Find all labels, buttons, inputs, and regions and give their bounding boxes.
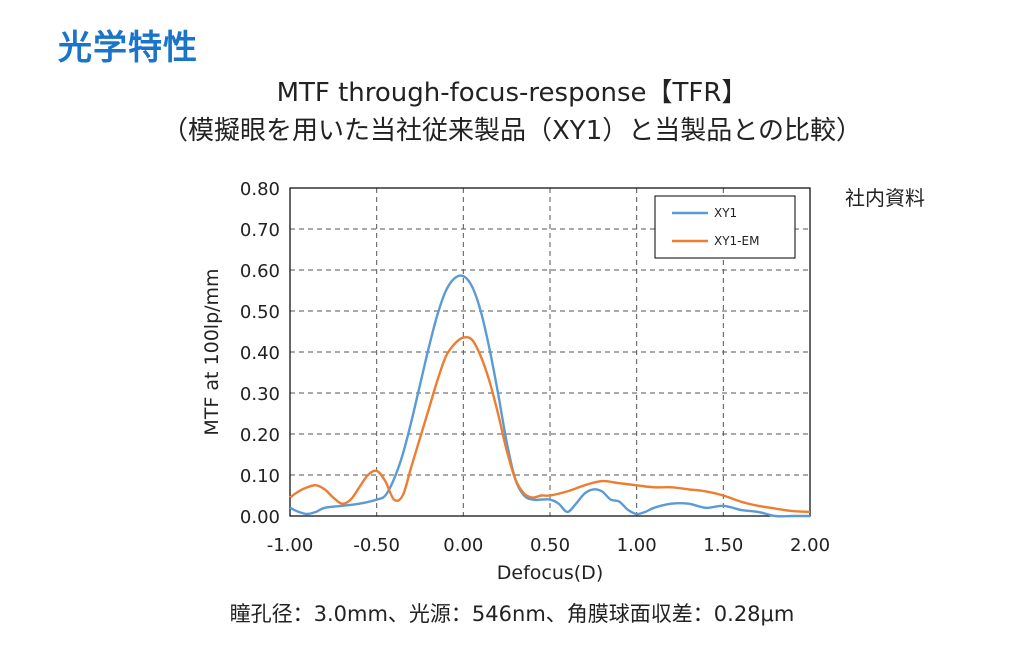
legend-label: XY1 [714, 206, 737, 220]
x-tick-labels: -1.00 -0.50 0.00 0.50 1.00 1.50 2.00 [267, 535, 830, 556]
measurement-conditions: 瞳孔径：3.0mm、光源：546nm、角膜球面収差：0.28μm [229, 602, 795, 626]
series-line-xy1-em [289, 335, 811, 514]
y-tick-label: 0.60 [240, 261, 280, 282]
legend-label: XY1-EM [714, 234, 759, 248]
x-tick-label: -1.00 [267, 535, 314, 556]
section-title: 光学特性 [58, 28, 198, 68]
y-axis-label: MTF at 100lp/mm [201, 268, 223, 435]
series-line-xy1 [289, 274, 810, 518]
x-tick-label: -0.50 [353, 535, 400, 556]
chart-title: MTF through-focus-response【TFR】 [276, 78, 748, 108]
y-tick-label: 0.50 [240, 302, 280, 323]
y-tick-label: 0.20 [240, 425, 280, 446]
x-tick-label: 1.50 [703, 535, 743, 556]
y-tick-labels: 0.00 0.10 0.20 0.30 0.40 0.50 0.60 0.70 0.80 [240, 179, 280, 528]
y-tick-label: 0.00 [240, 507, 280, 528]
y-tick-label: 0.30 [240, 384, 280, 405]
x-tick-label: 0.00 [443, 535, 483, 556]
legend-box [654, 195, 796, 259]
y-tick-label: 0.40 [240, 343, 280, 364]
plot-frame [289, 187, 811, 517]
x-axis-label: Defocus(D) [497, 562, 603, 584]
y-tick-label: 0.10 [240, 466, 280, 487]
chart-subtitle: （模擬眼を用いた当社従来製品（XY1）と当製品との比較） [162, 116, 862, 146]
x-tick-label: 2.00 [790, 535, 830, 556]
y-tick-label: 0.80 [240, 179, 280, 200]
x-tick-label: 1.00 [617, 535, 657, 556]
series-layer [289, 274, 811, 518]
legend: XY1 XY1-EM [654, 195, 796, 259]
internal-document-note: 社内資料 [845, 186, 925, 210]
y-tick-label: 0.70 [240, 220, 280, 241]
grid [290, 188, 810, 516]
x-tick-label: 0.50 [530, 535, 570, 556]
